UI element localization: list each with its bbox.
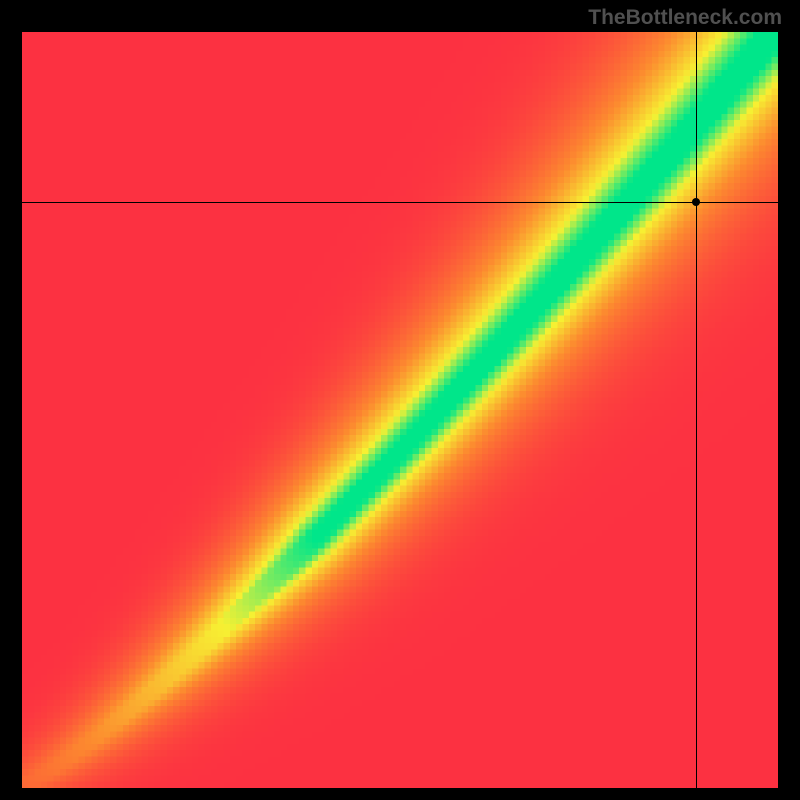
crosshair-vertical bbox=[696, 32, 697, 788]
heatmap-canvas bbox=[22, 32, 778, 788]
watermark-text: TheBottleneck.com bbox=[588, 6, 782, 30]
crosshair-marker bbox=[692, 198, 700, 206]
crosshair-horizontal bbox=[22, 202, 778, 203]
heatmap-plot bbox=[22, 32, 778, 788]
